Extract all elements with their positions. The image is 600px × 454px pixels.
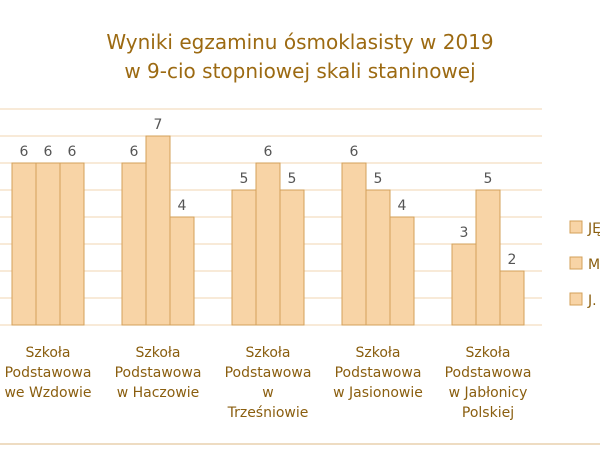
data-label: 3	[460, 225, 469, 241]
legend-label: J.	[587, 293, 597, 309]
bar	[145, 135, 171, 326]
bar	[475, 189, 501, 326]
bar	[255, 162, 281, 326]
legend-swatch	[569, 292, 583, 306]
data-label: 7	[154, 117, 163, 133]
data-label: 6	[264, 144, 273, 160]
bar	[365, 189, 391, 326]
data-label: 6	[350, 144, 359, 160]
data-label: 5	[484, 171, 493, 187]
category-label: w	[262, 385, 273, 401]
data-label: 6	[44, 144, 53, 160]
category-label: Trześniowie	[227, 405, 309, 421]
data-label: 6	[68, 144, 77, 160]
data-label: 5	[240, 171, 249, 187]
category-labels-group: Szkoła Podstawowa we Wzdowie Szkoła Podstawo…	[4, 345, 531, 421]
category-label: Szkoła	[26, 345, 71, 361]
bar	[121, 162, 147, 326]
data-label: 5	[288, 171, 297, 187]
bar	[35, 162, 61, 326]
category-label: Polskiej	[462, 405, 514, 421]
chart-title-line-1: Wyniki egzaminu ósmoklasisty w 2019	[106, 30, 493, 54]
bar	[231, 189, 257, 326]
legend-swatch	[569, 256, 583, 270]
data-label: 5	[374, 171, 383, 187]
bar	[279, 189, 305, 326]
data-label: 6	[20, 144, 29, 160]
chart-title-line-2: w 9-cio stopniowej skali staninowej	[124, 59, 475, 83]
bar	[341, 162, 367, 326]
bar	[11, 162, 37, 326]
category-label: Szkoła	[356, 345, 401, 361]
category-label: Podstawowa	[5, 365, 92, 381]
data-label: 6	[130, 144, 139, 160]
category-label: Szkoła	[466, 345, 511, 361]
category-label: Podstawowa	[335, 365, 422, 381]
bar	[169, 216, 195, 326]
data-label: 2	[508, 252, 517, 268]
category-label: Podstawowa	[445, 365, 532, 381]
category-label: w Jabłonicy	[449, 385, 528, 401]
category-label: Szkoła	[246, 345, 291, 361]
legend-label: JĘ	[587, 221, 600, 237]
bar	[389, 216, 415, 326]
category-label: we Wzdowie	[4, 385, 91, 401]
category-label: w Jasionowie	[333, 385, 423, 401]
legend-swatch	[569, 220, 583, 234]
category-label: Podstawowa	[115, 365, 202, 381]
legend: JĘ M J.	[569, 220, 600, 309]
bar	[59, 162, 85, 326]
data-label: 4	[178, 198, 187, 214]
category-label: w Haczowie	[117, 385, 200, 401]
bars-group	[11, 135, 525, 326]
legend-label: M	[588, 257, 600, 273]
data-label: 4	[398, 198, 407, 214]
bar	[451, 243, 477, 326]
category-label: Szkoła	[136, 345, 181, 361]
bar	[499, 270, 525, 326]
category-label: Podstawowa	[225, 365, 312, 381]
